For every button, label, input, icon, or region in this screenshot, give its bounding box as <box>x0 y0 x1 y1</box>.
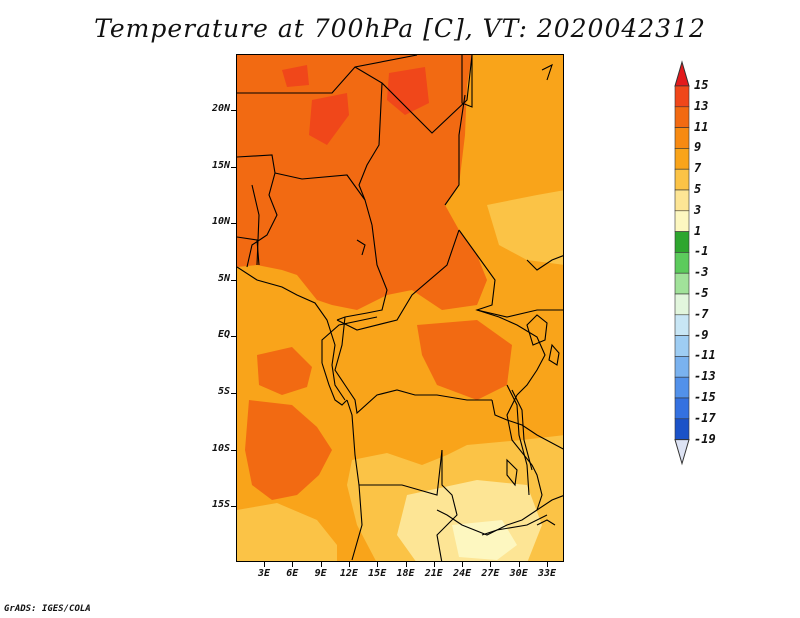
colorbar-label: -19 <box>694 431 716 446</box>
lat-tick <box>231 336 236 338</box>
colorbar-label: -5 <box>694 286 709 300</box>
colorbar-top-triangle <box>674 60 690 87</box>
colorbar-label: 11 <box>694 119 709 134</box>
lon-tick <box>518 562 520 567</box>
colorbar-label: 5 <box>694 182 702 196</box>
colorbar-label: 13 <box>694 98 709 113</box>
lon-label-24E: 24E <box>453 568 472 579</box>
colorbar-svg <box>674 60 690 466</box>
lakes-and-coast <box>237 63 560 526</box>
field-11-13-lakes <box>417 320 512 400</box>
lat-tick <box>231 166 236 168</box>
colorbar-box <box>674 168 690 191</box>
colorbar-box <box>674 418 690 440</box>
lon-tick <box>348 562 350 567</box>
field-11-13-coast <box>257 347 312 395</box>
colorbar-box <box>674 148 690 170</box>
temperature-map <box>236 54 564 562</box>
lon-label-33E: 33E <box>537 568 557 579</box>
lat-tick <box>231 279 236 281</box>
lat-label-20N: 20N <box>211 103 230 114</box>
colorbar-box <box>674 272 690 295</box>
lon-label-27E: 27E <box>481 568 500 579</box>
lat-label-5N: 5N <box>217 272 230 284</box>
lat-tick <box>231 393 236 394</box>
lat-tick <box>231 449 236 451</box>
colorbar-label: 15 <box>694 78 709 92</box>
lat-label-15S: 15S <box>211 499 230 511</box>
map-canvas <box>237 55 563 561</box>
grads-credit: GrADS: IGES/COLA <box>4 604 91 614</box>
lon-tick <box>377 562 379 567</box>
colorbar-label: -9 <box>694 327 709 342</box>
field-11-13-north <box>237 55 487 310</box>
colorbar-box <box>674 314 690 336</box>
colorbar-label: 7 <box>694 161 702 176</box>
colorbar-box <box>674 106 690 128</box>
lon-tick <box>264 562 265 567</box>
colorbar-box <box>674 85 690 108</box>
colorbar-label: -15 <box>694 390 716 404</box>
field-13-15-c <box>282 65 309 87</box>
colorbar-label: 3 <box>694 202 702 217</box>
lat-label-15N: 15N <box>211 159 230 171</box>
colorbar-label: 1 <box>694 223 702 238</box>
lon-label-9E: 9E <box>314 568 327 579</box>
field-13-15-a <box>309 93 349 145</box>
lat-tick <box>231 110 236 111</box>
map-title: Temperature at 700hPa [C], VT: 202004231… <box>94 14 706 43</box>
colorbar-label: -7 <box>694 306 709 321</box>
colorbar-label: 9 <box>694 140 702 155</box>
lon-tick <box>462 562 464 567</box>
field-13-15-b <box>387 67 429 115</box>
lat-label-10N: 10N <box>211 216 230 228</box>
colorbar-box <box>674 335 690 357</box>
lon-tick <box>433 562 435 567</box>
lon-label-21E: 21E <box>424 568 443 579</box>
lon-label-3E: 3E <box>257 568 271 579</box>
lon-tick <box>320 562 322 567</box>
lon-label-15E: 15E <box>368 568 387 579</box>
lon-label-18E: 18E <box>396 568 415 579</box>
field-7-9-sw <box>237 503 337 561</box>
lon-label-6E: 6E <box>286 568 299 579</box>
colorbar-box <box>674 210 690 232</box>
lon-label-30E: 30E <box>509 568 528 579</box>
colorbar-label: -11 <box>694 348 716 363</box>
colorbar-bottom-triangle <box>674 439 690 466</box>
field-3-5 <box>452 520 517 560</box>
lon-tick <box>405 562 407 567</box>
lat-label-10S: 10S <box>211 442 230 454</box>
colorbar-box <box>674 231 690 253</box>
colorbar-box <box>674 189 690 212</box>
colorbar-label: -1 <box>694 244 709 259</box>
colorbar-label: -3 <box>694 265 709 280</box>
field-11-13-south <box>245 400 332 500</box>
colorbar-box <box>674 397 690 420</box>
colorbar-box <box>674 127 690 149</box>
colorbar-box <box>674 293 690 316</box>
lat-label-5S: 5S <box>217 386 230 397</box>
lon-label-12E: 12E <box>339 568 358 579</box>
lat-tick <box>231 223 236 225</box>
lon-tick <box>490 562 492 567</box>
lon-tick <box>547 562 548 567</box>
colorbar-label: -13 <box>694 369 716 384</box>
colorbar-box <box>674 376 690 399</box>
colorbar-label: -17 <box>694 410 716 425</box>
lat-tick <box>231 506 236 508</box>
lon-tick <box>292 562 294 567</box>
colorbar-box <box>674 252 690 274</box>
field-7-9-ne <box>487 190 563 265</box>
colorbar-box <box>674 356 690 378</box>
lat-label-EQ: EQ <box>217 329 230 341</box>
